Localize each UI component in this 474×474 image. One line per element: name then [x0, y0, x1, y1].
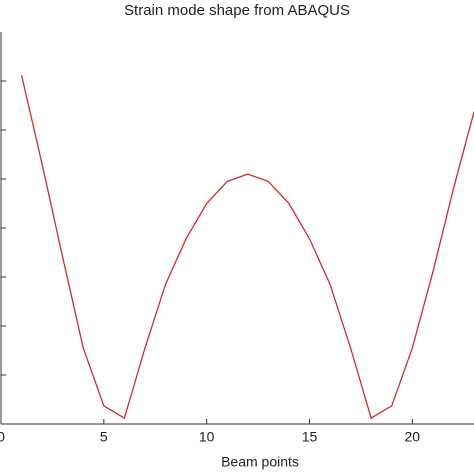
x-tick-label: 10	[199, 429, 215, 445]
x-tick-label: 20	[405, 429, 421, 445]
x-tick-label: 0	[0, 429, 5, 445]
x-tick-label: 5	[100, 429, 108, 445]
x-tick-label: 15	[302, 429, 318, 445]
chart-title: Strain mode shape from ABAQUS	[124, 2, 350, 19]
x-axis-label: Beam points	[221, 454, 299, 470]
line-series	[20, 74, 474, 420]
